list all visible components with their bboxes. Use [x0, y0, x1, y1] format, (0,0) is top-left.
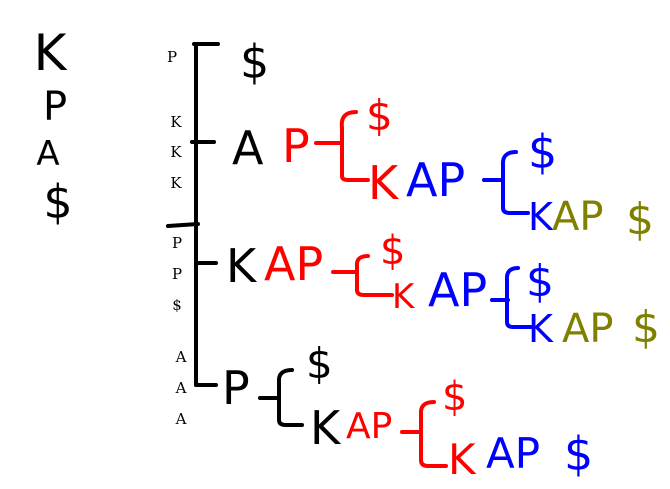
branch-2-row3-k: K [528, 195, 554, 239]
branch-3-row1-end: $ [380, 228, 405, 274]
branch-4-inner-brace [400, 400, 448, 468]
word-letter-4: $ [43, 175, 72, 229]
branch-2-inner-brace [482, 150, 530, 215]
branch-4-brace [258, 368, 304, 427]
divider-stub [166, 222, 200, 228]
input-word: K P A $ [34, 24, 73, 229]
branch-2-row2-k: K [368, 156, 400, 210]
column-letter-7: $ [172, 296, 182, 314]
column-letter-2: K [170, 113, 182, 131]
branch-2-row1-end: $ [366, 91, 393, 140]
column-letter-4: K [170, 174, 182, 192]
branch-4: P $ K AP $ K AP $ [222, 339, 593, 484]
word-letter-3: A [36, 134, 59, 174]
branch-1-end: $ [240, 35, 269, 89]
branch-3-inner-brace [490, 266, 534, 329]
branch-2-brace [314, 110, 370, 182]
branch-3-row3-dollar: $ [632, 302, 660, 353]
word-letter-1: K [34, 24, 68, 82]
branch-4-row3-dollar: $ [564, 427, 593, 481]
branch-4-p: P [222, 361, 250, 415]
branch-2-p: P [282, 119, 310, 173]
branch-2-row3-ap: AP [552, 194, 603, 240]
branch-4-row2-end: $ [442, 374, 467, 420]
branch-2: A P $ K AP $ K AP $ [232, 91, 654, 245]
column-letter-9: A [175, 379, 187, 397]
branch-3-row3-k: K [528, 307, 554, 351]
branch-2-root: A [232, 121, 264, 175]
branch-2-row2-end: $ [528, 125, 557, 179]
branch-4-row1-end: $ [306, 339, 333, 388]
branch-3-brace [331, 254, 394, 297]
branch-3-k: K [226, 239, 258, 293]
word-letter-2: P [43, 84, 67, 130]
branch-3-row2-end: $ [526, 256, 554, 307]
column-letter-8: A [175, 348, 187, 366]
branch-4-row2-ap: AP [346, 406, 392, 447]
branch-4-row2-k: K [310, 401, 342, 455]
branch-3: K AP $ K AP $ K AP $ [226, 228, 660, 353]
column-letter-3: K [170, 143, 182, 161]
branch-2-row3-dollar: $ [626, 194, 654, 245]
column-letter-5: P [172, 234, 182, 252]
branch-4-row3-k: K [448, 435, 477, 484]
branch-2-row2-ap: AP [406, 153, 465, 207]
branch-3-ap: AP [264, 237, 323, 291]
column-letter-6: P [172, 265, 182, 283]
main-trunk [166, 42, 220, 387]
branch-4-row3-ap: AP [486, 429, 540, 478]
branch-3-row3-ap: AP [562, 306, 613, 352]
column-letters: P K K K P P $ A A A [167, 48, 187, 428]
branch-3-row2-ap: AP [428, 263, 487, 317]
column-letter-1: P [167, 48, 177, 66]
branch-3-row2-k: K [392, 277, 416, 317]
column-letter-10: A [175, 410, 187, 428]
